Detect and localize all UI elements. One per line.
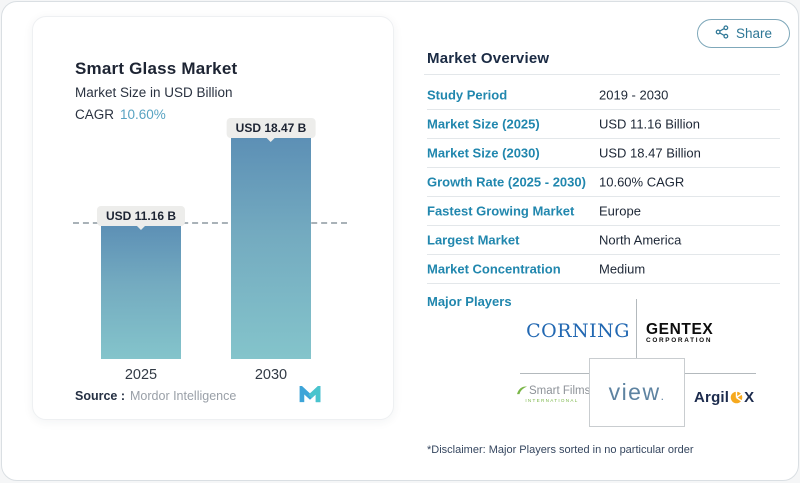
row-value: USD 18.47 Billion [599,145,701,161]
chart-cagr: CAGR 10.60% [75,107,166,122]
heading-divider [424,74,780,75]
overview-heading: Market Overview [427,50,550,67]
row-value: Europe [599,203,641,219]
row-label: Market Size (2030) [427,145,540,161]
source-label: Source : [75,389,126,403]
mordor-intelligence-logo-icon [297,383,323,409]
argil-logo-suffix: X [744,389,755,406]
row-value: Medium [599,261,646,277]
source-value: Mordor Intelligence [130,389,237,403]
chart-subtitle: Market Size in USD Billion [75,85,233,100]
table-row-market-concentration: Market Concentration Medium [427,255,780,284]
table-row-market-size-2030: Market Size (2030) USD 18.47 Billion [427,139,780,168]
table-row-largest-market: Largest Market North America [427,226,780,255]
bar-2025 [101,224,181,359]
cagr-value: 10.60% [120,107,166,122]
reference-dashed-line [73,222,347,225]
smart-films-logo: Smart Films INTERNATIONAL [516,385,590,403]
view-logo-mark: . [660,389,666,403]
chart-title: Smart Glass Market [75,59,238,78]
argil-sun-icon [730,391,744,404]
row-label: Market Size (2025) [427,116,540,132]
view-logo: view. [608,379,666,405]
smart-films-logo-text: Smart Films [516,385,590,397]
cagr-label: CAGR [75,107,115,122]
row-label: Fastest Growing Market [427,203,575,219]
gentex-logo-line2: CORPORATION [646,337,713,344]
leaf-swoosh-icon [517,386,527,395]
disclaimer-text: *Disclaimer: Major Players sorted in no … [427,444,694,456]
row-label: Largest Market [427,232,520,248]
row-value: USD 11.16 Billion [599,116,700,132]
share-button[interactable]: Share [697,19,790,48]
row-label: Study Period [427,87,508,103]
row-value: North America [599,232,682,248]
x-tick-2030: 2030 [254,367,288,383]
argil-logo: Argil X [694,389,754,406]
view-logo-box: view. [589,358,685,427]
row-value: 2019 - 2030 [599,87,669,103]
smart-films-logo-subtext: INTERNATIONAL [525,398,579,403]
share-button-label: Share [735,26,773,41]
x-tick-2025: 2025 [124,367,158,383]
table-row-fastest-growing-market: Fastest Growing Market Europe [427,197,780,226]
source-line: Source : Mordor Intelligence [75,389,236,403]
overview-table: Study Period 2019 - 2030 Market Size (20… [427,81,780,284]
table-row-growth-rate: Growth Rate (2025 - 2030) 10.60% CAGR [427,168,780,197]
argil-logo-text: Argil [694,389,730,406]
gentex-logo-line1: GENTEX [646,321,714,338]
table-row-market-size-2025: Market Size (2025) USD 11.16 Billion [427,110,780,139]
row-label: Market Concentration [427,261,561,277]
major-players-label: Major Players [427,294,512,309]
bar-value-label-2030: USD 18.47 B [226,118,316,138]
row-value: 10.60% CAGR [599,174,685,190]
chart-panel: Smart Glass Market Market Size in USD Bi… [32,16,394,420]
bar-2030 [231,136,311,359]
gentex-logo: GENTEX CORPORATION [646,322,746,345]
table-row-study-period: Study Period 2019 - 2030 [427,81,780,110]
share-icon [715,25,729,42]
players-vertical-divider [636,299,637,358]
row-label: Growth Rate (2025 - 2030) [427,174,586,190]
bar-value-label-2025: USD 11.16 B [96,206,186,227]
corning-logo: CORNING [526,320,630,342]
